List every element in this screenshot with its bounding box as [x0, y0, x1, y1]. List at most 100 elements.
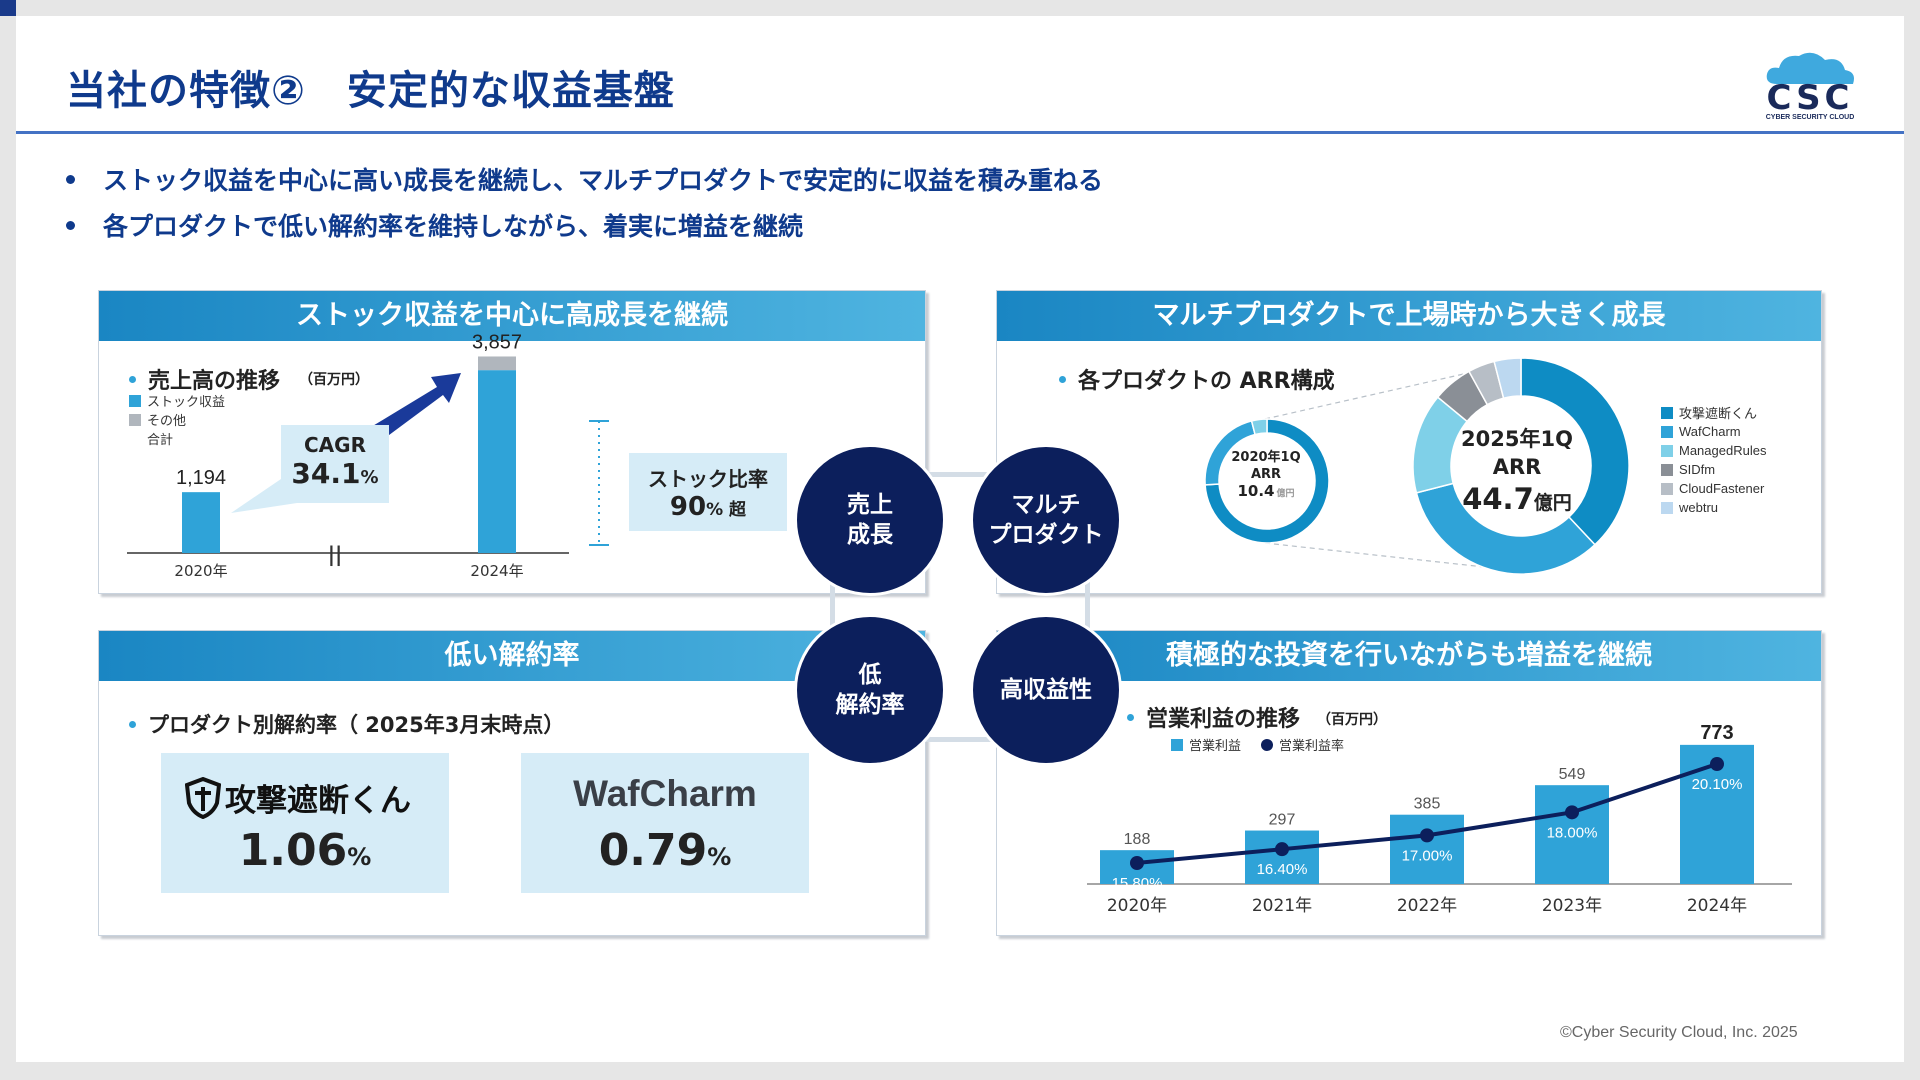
- profit-bar: [1245, 830, 1319, 884]
- x-tick-label: 2022年: [1397, 896, 1457, 916]
- churn-card-kougeki: 攻撃遮断くん 1.06%: [161, 753, 449, 893]
- cagr-value: 34.1: [291, 457, 361, 490]
- margin-point: [1275, 842, 1289, 857]
- copyright: ©Cyber Security Cloud, Inc. 2025: [1560, 1024, 1798, 1041]
- page-title: 当社の特徴② 安定的な収益基盤: [66, 68, 675, 114]
- legend-label: 営業利益率: [1279, 738, 1345, 753]
- stock-ratio-label: ストック比率: [648, 467, 768, 491]
- axis-break-mark: ||: [328, 542, 343, 566]
- small-donut-period: 2020年1Q: [1231, 450, 1301, 465]
- legend-swatch: [1661, 501, 1673, 514]
- legend-margin: 営業利益率: [1261, 735, 1344, 754]
- arr-donut-charts: [1204, 357, 1630, 575]
- cagr-box: CAGR 34.1%: [281, 425, 389, 503]
- small-donut-label: 2020年1Q ARR 10.4 億円: [1225, 449, 1307, 503]
- bullet-dot: [66, 220, 75, 230]
- churn-value: 1.06: [238, 825, 348, 876]
- circle-low-churn: 低 解約率: [794, 614, 946, 766]
- legend-item: ManagedRules: [1661, 441, 1766, 460]
- legend-swatch: [1661, 444, 1673, 457]
- key-points: ストック収益を中心に高い成長を継続し、マルチプロダクトで安定的に収益を積み重ねる…: [62, 156, 1103, 248]
- profit-value-label: 773: [1700, 722, 1733, 744]
- bar-value-label: 3,857: [472, 331, 522, 353]
- profit-legend: 営業利益 営業利益率: [1171, 735, 1344, 754]
- margin-value-label: 17.00%: [1402, 847, 1453, 864]
- arr-legend: 攻撃遮断くん WafCharm ManagedRules SIDfm CloudFast…: [1661, 403, 1766, 517]
- margin-value-label: 16.40%: [1257, 861, 1308, 878]
- circle-sales-growth: 売上 成長: [794, 444, 946, 596]
- cagr-label: CAGR: [304, 433, 366, 457]
- profit-value-label: 549: [1559, 766, 1586, 783]
- stock-ratio-box: ストック比率 90% 超: [629, 453, 787, 531]
- big-donut-slice: [1415, 482, 1596, 575]
- legend-label: その他: [147, 413, 187, 428]
- revenue-growth-panel: ストック収益を中心に高成長を継続 売上高の推移 （百万円） ストック収益 その他…: [98, 290, 926, 594]
- subtitle-text: 売上高の推移: [148, 369, 281, 394]
- legend-swatch: [1661, 425, 1673, 438]
- big-donut-unit: 億円: [1533, 492, 1572, 514]
- circle-high-profit: 高収益性: [970, 614, 1122, 766]
- x-tick-label: 2024年: [1687, 896, 1747, 916]
- zoom-guide-bottom: [1264, 542, 1522, 572]
- circle-multiproduct: マルチ プロダクト: [970, 444, 1122, 596]
- arr-subtitle: 各プロダクトの ARR構成: [1059, 363, 1335, 395]
- stock-ratio-value: 90: [669, 492, 707, 522]
- shield-icon: [185, 776, 221, 819]
- panel-header: 低い解約率: [99, 631, 925, 681]
- bar-stock-2024: [478, 370, 516, 553]
- legend-profit: 営業利益: [1171, 735, 1241, 754]
- legend-label: CloudFastener: [1679, 481, 1765, 496]
- churn-subtitle: プロダクト別解約率（ 2025年3月末時点）: [129, 709, 564, 739]
- company-logo: CSC CYBER SECURITY CLOUD: [1755, 42, 1865, 122]
- product-name: WafCharm: [573, 773, 757, 814]
- stock-ratio-suffix: % 超: [706, 500, 747, 520]
- big-donut-label: 2025年1Q ARR 44.7億円: [1452, 425, 1582, 522]
- profit-value-label: 188: [1124, 831, 1151, 848]
- title-divider: [16, 131, 1904, 134]
- legend-label: 攻撃遮断くん: [1679, 406, 1758, 421]
- margin-value-label: 18.00%: [1547, 824, 1598, 841]
- legend-swatch: [1661, 482, 1673, 495]
- key-point-text: ストック収益を中心に高い成長を継続し、マルチプロダクトで安定的に収益を積み重ねる: [103, 166, 1104, 195]
- profit-subtitle: 営業利益の推移: [1127, 701, 1300, 733]
- profit-value-label: 385: [1414, 796, 1441, 813]
- product-name: 攻撃遮断くん: [225, 783, 411, 819]
- x-tick-label: 2023年: [1542, 896, 1602, 916]
- small-donut-arr: ARR: [1250, 467, 1282, 482]
- center-ring: [830, 472, 1090, 742]
- x-tick-label: 2021年: [1252, 896, 1312, 916]
- legend-swatch: [1661, 406, 1673, 419]
- profit-bar: [1390, 814, 1464, 884]
- legend-label: 営業利益: [1189, 738, 1242, 753]
- big-donut-period: 2025年1Q: [1461, 427, 1573, 451]
- unit-label: （百万円）: [1317, 712, 1387, 728]
- subtitle-text: 営業利益の推移: [1146, 707, 1301, 732]
- churn-pct: %: [347, 843, 372, 871]
- churn-value: 0.79: [598, 825, 708, 876]
- margin-point: [1565, 805, 1579, 820]
- big-donut-slice: [1520, 357, 1630, 546]
- callout-pointer: [231, 479, 297, 513]
- margin-point: [1710, 757, 1724, 771]
- margin-point: [1130, 856, 1144, 870]
- legend-item: WafCharm: [1661, 422, 1766, 441]
- revenue-subtitle: 売上高の推移: [129, 363, 280, 395]
- legend-stock: ストック収益: [129, 391, 225, 410]
- profit-chart: 188 2020年 297 2021年 385 2022年 549 2023年 773 2024年…: [1087, 722, 1792, 916]
- revenue-chart: 1,194 2020年 3,857 2024年 ||: [127, 331, 609, 580]
- panel-header: ストック収益を中心に高成長を継続: [99, 291, 925, 341]
- small-donut-slice: [1204, 418, 1330, 544]
- churn-card-wafcharm: WafCharm 0.79%: [521, 753, 809, 893]
- profit-value-label: 297: [1269, 812, 1296, 829]
- legend-item: SIDfm: [1661, 460, 1766, 479]
- x-tick-label: 2024年: [470, 562, 523, 580]
- bar-stock-2020: [182, 492, 220, 553]
- x-tick-label: 2020年: [174, 562, 227, 580]
- legend-label: ManagedRules: [1679, 443, 1767, 458]
- profit-bar: [1535, 785, 1609, 884]
- legend-label: SIDfm: [1679, 462, 1716, 477]
- key-point-text: 各プロダクトで低い解約率を維持しながら、着実に増益を継続: [103, 212, 804, 241]
- legend-label: ストック収益: [147, 394, 226, 409]
- legend-swatch: [1661, 463, 1673, 476]
- subtitle-text: プロダクト別解約率（ 2025年3月末時点）: [148, 713, 565, 737]
